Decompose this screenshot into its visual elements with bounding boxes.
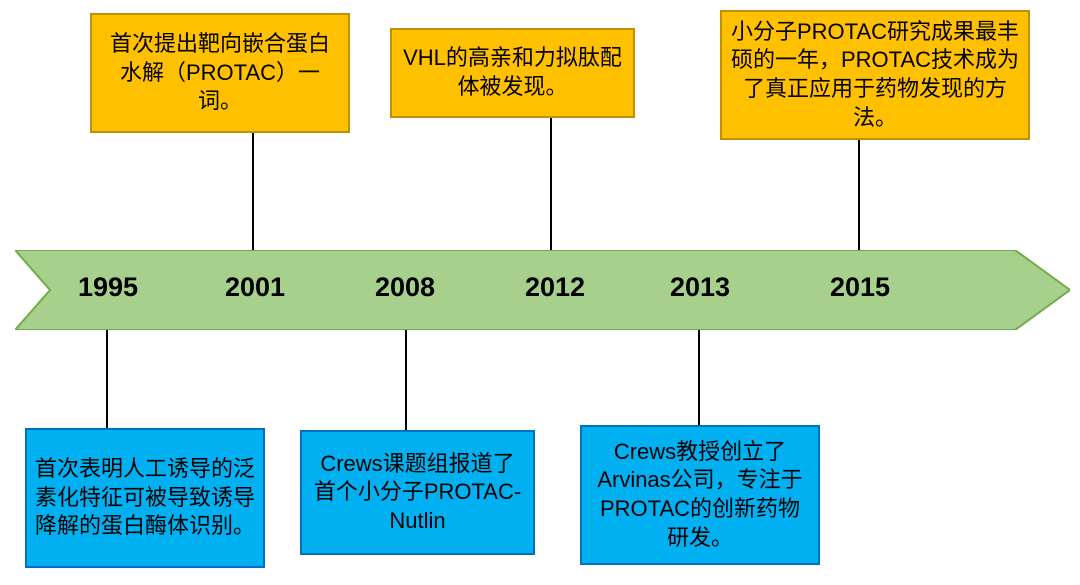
event-text: Crews课题组报道了首个小分子PROTAC-Nutlin [310, 450, 525, 536]
year-label: 2012 [525, 272, 585, 303]
timeline-event-box-bottom: 首次表明人工诱导的泛素化特征可被导致诱导降解的蛋白酶体识别。 [25, 428, 265, 568]
connector-line [252, 133, 254, 250]
timeline-event-box-bottom: Crews教授创立了Arvinas公司，专注于PROTAC的创新药物研发。 [580, 425, 820, 565]
event-text: 首次提出靶向嵌合蛋白水解（PROTAC）一词。 [100, 30, 340, 116]
year-label: 2013 [670, 272, 730, 303]
event-text: 小分子PROTAC研究成果最丰硕的一年，PROTAC技术成为了真正应用于药物发现… [730, 18, 1020, 132]
year-label: 2001 [225, 272, 285, 303]
year-label: 2015 [830, 272, 890, 303]
timeline-event-box-top: VHL的高亲和力拟肽配体被发现。 [390, 28, 635, 118]
event-text: 首次表明人工诱导的泛素化特征可被导致诱导降解的蛋白酶体识别。 [35, 455, 255, 541]
timeline-diagram: { "timeline": { "arrow": { "fill": "#a8d… [0, 0, 1080, 585]
timeline-event-box-top: 首次提出靶向嵌合蛋白水解（PROTAC）一词。 [90, 13, 350, 133]
event-text: Crews教授创立了Arvinas公司，专注于PROTAC的创新药物研发。 [590, 438, 810, 552]
year-label: 1995 [78, 272, 138, 303]
timeline-event-box-top: 小分子PROTAC研究成果最丰硕的一年，PROTAC技术成为了真正应用于药物发现… [720, 10, 1030, 140]
connector-line [858, 140, 860, 250]
connector-line [405, 330, 407, 430]
connector-line [698, 330, 700, 425]
connector-line [106, 330, 108, 428]
year-label: 2008 [375, 272, 435, 303]
connector-line [550, 118, 552, 250]
event-text: VHL的高亲和力拟肽配体被发现。 [400, 44, 625, 101]
timeline-event-box-bottom: Crews课题组报道了首个小分子PROTAC-Nutlin [300, 430, 535, 555]
